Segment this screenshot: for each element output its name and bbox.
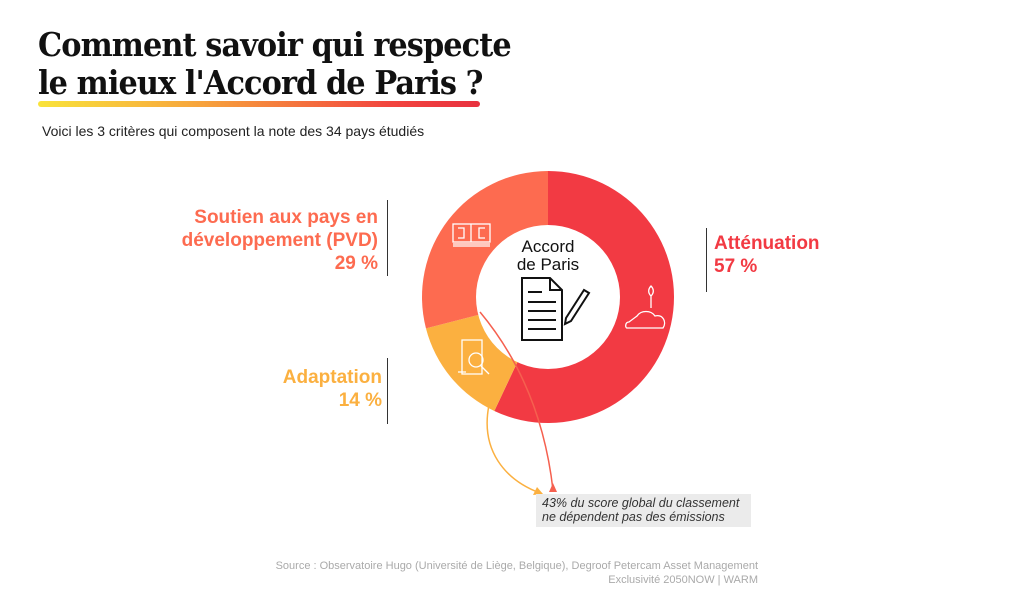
subtitle: Voici les 3 critères qui composent la no… — [42, 123, 425, 139]
title-line-2: le mieux l'Accord de Paris ? — [38, 63, 483, 102]
arrow-head-orange — [533, 487, 543, 495]
donut-hole — [476, 225, 620, 369]
label-attenuation-name: Atténuation — [714, 233, 820, 254]
label-soutien: Soutien aux pays en développement (PVD) … — [182, 206, 378, 275]
label-adaptation-name: Adaptation — [282, 367, 382, 388]
page-title: Comment savoir qui respecte le mieux l'A… — [38, 25, 512, 102]
source-text: Source : Observatoire Hugo (Université d… — [275, 560, 758, 572]
arrow-soutien — [479, 311, 554, 491]
label-soutien-name-1: Soutien aux pays en — [194, 207, 378, 228]
divider — [387, 200, 388, 276]
label-soutien-name-2: développement (PVD) — [181, 230, 378, 251]
document-magnifier-icon — [458, 339, 490, 375]
label-adaptation-value: 14 % — [338, 390, 382, 411]
annotation-line-1: 43% du score global du classement — [542, 496, 740, 510]
document-pen-icon — [521, 277, 591, 341]
label-soutien-value: 29 % — [334, 253, 378, 274]
title-line-1: Comment savoir qui respecte — [38, 25, 512, 64]
center-label-1: Accord — [522, 237, 575, 256]
label-attenuation: Atténuation 57 % — [714, 232, 820, 278]
annotation-line-2: ne dépendent pas des émissions — [542, 510, 725, 524]
banknotes-icon — [452, 223, 491, 247]
label-attenuation-value: 57 % — [714, 256, 758, 277]
center-label-2: de Paris — [517, 255, 579, 274]
arrow-head-red — [549, 483, 557, 492]
divider — [387, 358, 388, 424]
label-adaptation: Adaptation 14 % — [283, 366, 382, 412]
credit-text: Exclusivité 2050NOW | WARM — [608, 574, 758, 586]
annotation-box: 43% du score global du classement ne dép… — [536, 494, 752, 527]
title-underline — [38, 101, 480, 107]
arrow-adaptation — [486, 404, 541, 494]
divider — [706, 228, 707, 292]
hand-plant-icon — [625, 285, 666, 329]
footer: Source : Observatoire Hugo (Université d… — [276, 559, 758, 587]
